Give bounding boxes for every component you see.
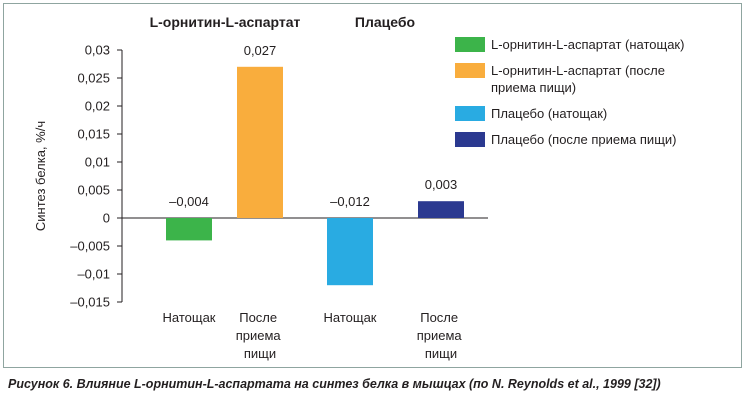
legend-swatch [455,63,485,78]
legend-label: Плацебо (натощак) [491,106,608,121]
legend-swatch [455,132,485,147]
chart-frame [3,3,742,368]
legend-label: L-орнитин-L-аспартат (натощак) [491,37,685,52]
legend-label: Плацебо (после приема пищи) [491,132,677,147]
legend-item: L-орнитин-L-аспартат (натощак) [455,36,705,53]
y-tick-label: –0,015 [70,295,110,310]
x-tick-label: Натощак [324,310,377,325]
group-label: L-орнитин-L-аспартат [150,14,301,30]
y-tick-label: 0,025 [77,71,110,86]
legend-swatch [455,106,485,121]
bar [237,66,283,218]
value-label: 0,003 [425,177,458,192]
y-axis-title: Синтез белка, %/ч [33,121,48,231]
y-tick-label: –0,01 [77,267,110,282]
legend-swatch [455,37,485,52]
bar [166,218,212,241]
x-tick-label: Натощак [163,310,216,325]
bar [418,201,464,218]
value-label: –0,012 [330,194,370,209]
bar [327,218,373,286]
legend-label: L-орнитин-L-аспартат (после приема пищи) [491,63,665,95]
legend-item: Плацебо (после приема пищи) [455,131,705,148]
x-tick-label: После приема пищи [236,310,285,361]
y-tick-label: 0 [103,211,110,226]
legend: L-орнитин-L-аспартат (натощак) L-орнитин-… [455,36,705,157]
y-tick-label: 0,03 [85,43,110,58]
group-label: Плацебо [355,14,415,30]
legend-item: L-орнитин-L-аспартат (после приема пищи) [455,62,705,96]
caption: Рисунок 6. Влияние L-орнитин-L-аспартата… [8,377,661,391]
y-tick-label: 0,005 [77,183,110,198]
chart: Синтез белка, %/ч –0,015 –0,01 –0,005 0 0,00… [33,14,488,361]
value-label: –0,004 [169,194,209,209]
legend-item: Плацебо (натощак) [455,105,705,122]
x-tick-label: После приема пищи [417,310,466,361]
y-tick-label: –0,005 [70,239,110,254]
value-label: 0,027 [244,43,277,58]
y-tick-label: 0,015 [77,127,110,142]
y-tick-label: 0,02 [85,99,110,114]
y-tick-label: 0,01 [85,155,110,170]
